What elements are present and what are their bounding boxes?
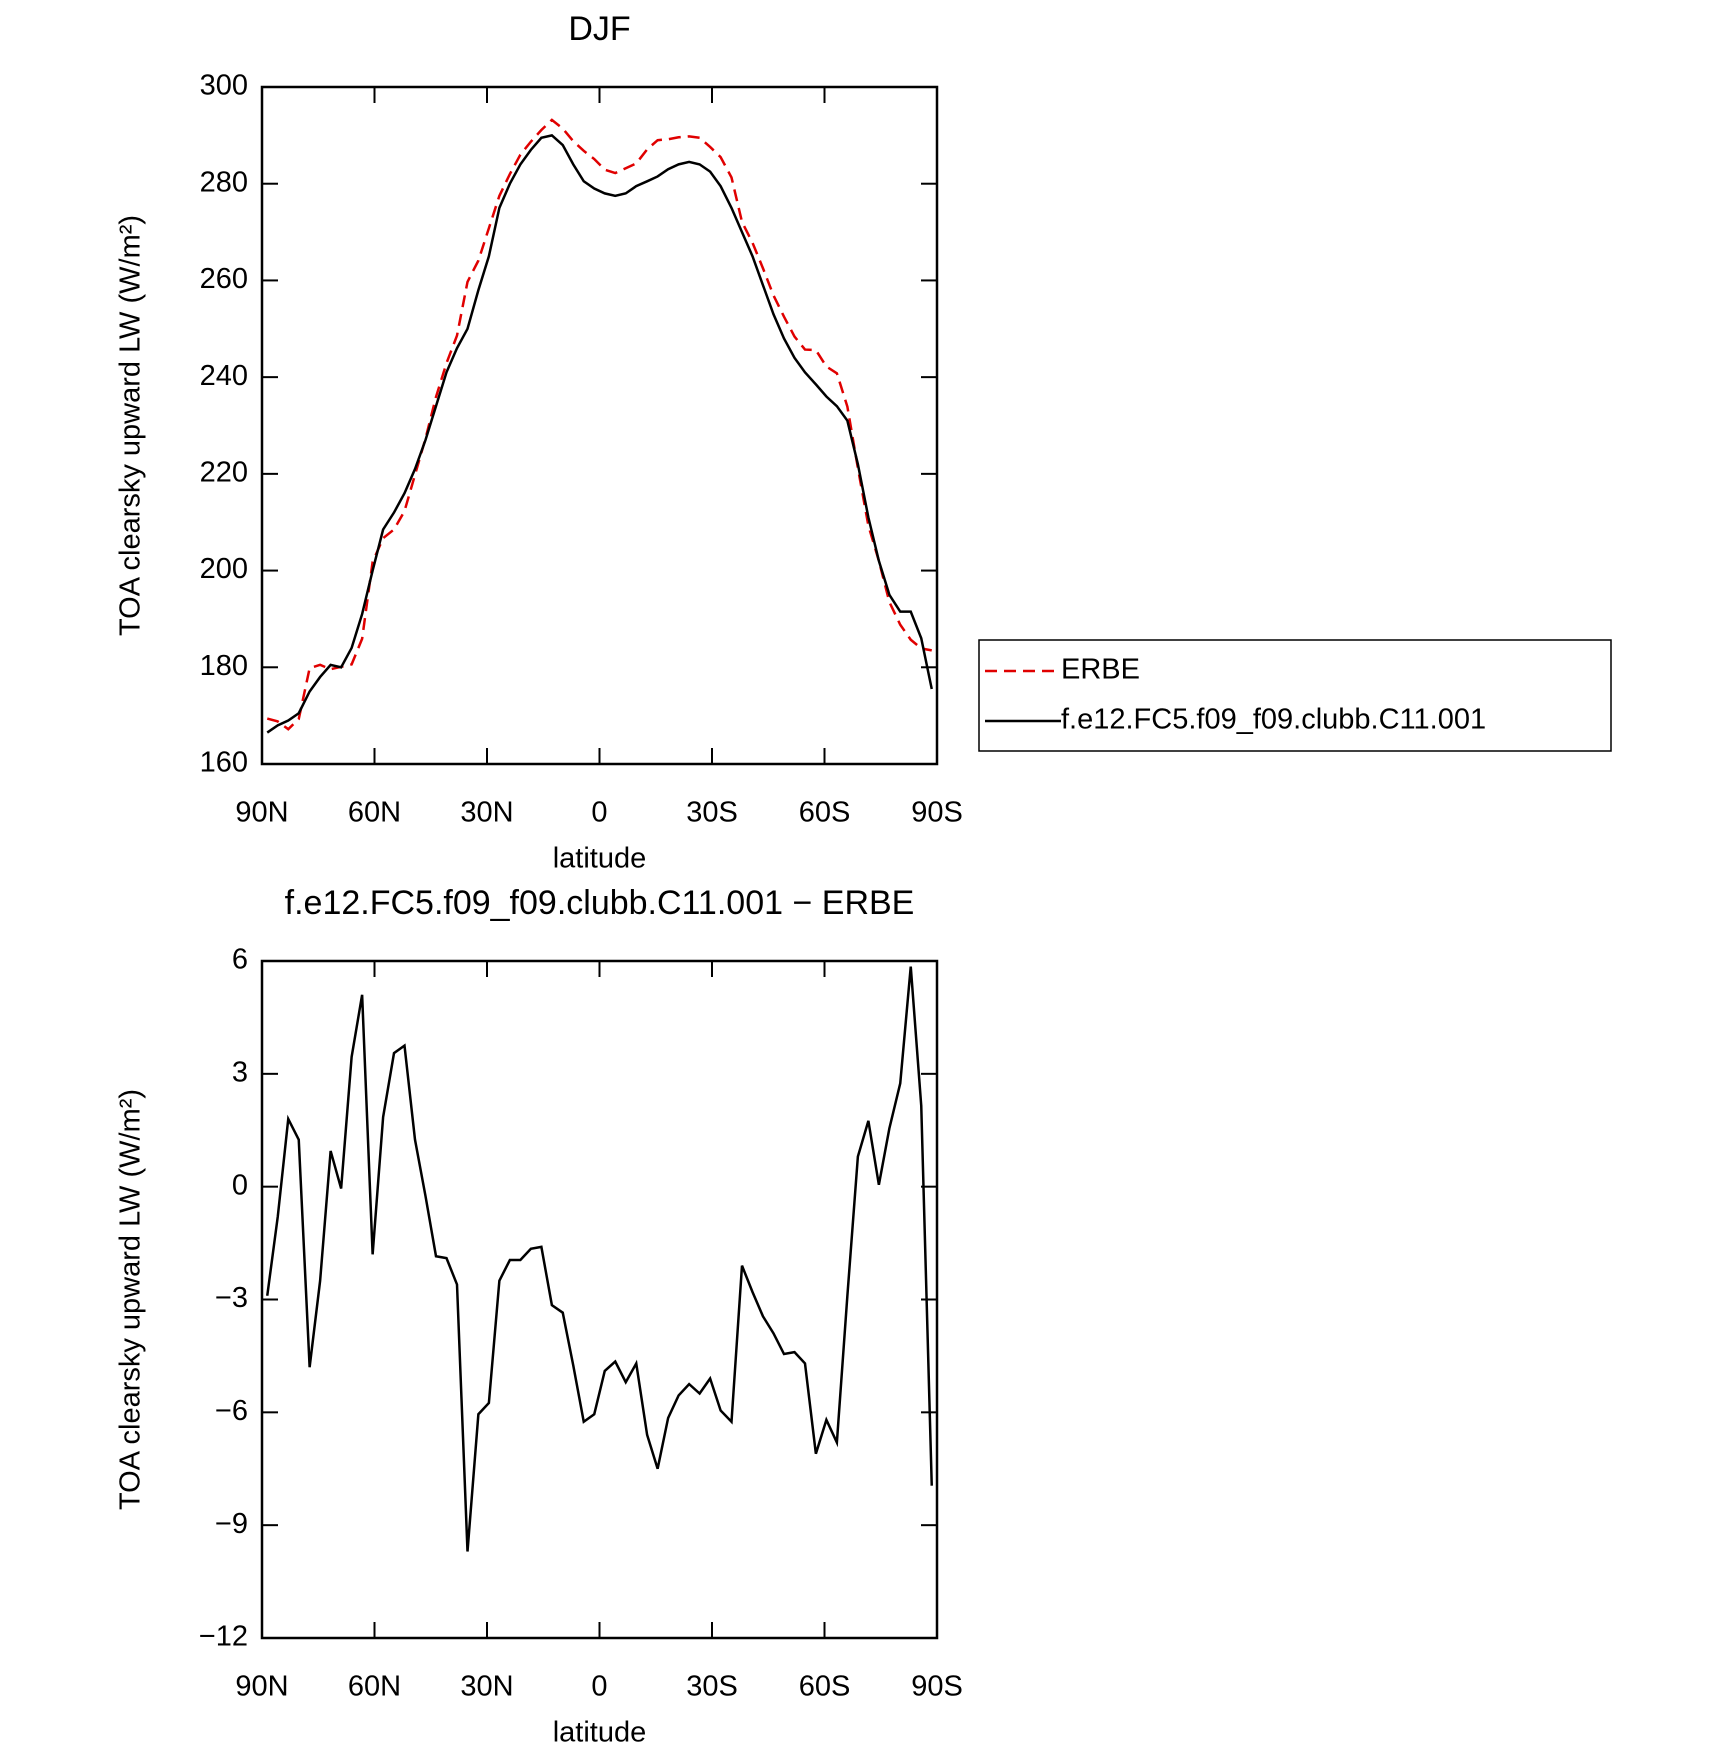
x-tick-label: 90S (911, 797, 963, 829)
x-axis-label: latitude (553, 843, 647, 875)
y-tick-label: 6 (232, 944, 248, 976)
y-tick-label: 160 (200, 747, 248, 779)
x-tick-label: 30S (686, 1671, 738, 1703)
y-tick-label: 260 (200, 263, 248, 295)
legend-label: ERBE (1061, 654, 1140, 686)
x-tick-label: 0 (591, 797, 607, 829)
y-tick-label: 3 (232, 1056, 248, 1088)
y-tick-label: 180 (200, 650, 248, 682)
x-tick-label: 90S (911, 1671, 963, 1703)
y-tick-label: 240 (200, 360, 248, 392)
data-line (266, 118, 932, 731)
y-tick-label: −6 (215, 1395, 248, 1427)
x-tick-label: 90N (235, 797, 288, 829)
x-tick-label: 30N (460, 1671, 513, 1703)
x-tick-label: 30N (460, 797, 513, 829)
x-tick-label: 60N (348, 797, 401, 829)
plot-frame (260, 85, 939, 766)
legend-box (978, 639, 1612, 752)
x-tick-label: 60S (799, 797, 851, 829)
legend-label: f.e12.FC5.f09_f09.clubb.C11.001 (1061, 704, 1486, 736)
chart-title: f.e12.FC5.f09_f09.clubb.C11.001 − ERBE (285, 884, 915, 922)
y-tick-label: −9 (215, 1508, 248, 1540)
data-line (266, 133, 933, 734)
y-tick-label: 300 (200, 70, 248, 102)
y-tick-label: 0 (232, 1169, 248, 1201)
x-tick-label: 60N (348, 1671, 401, 1703)
y-axis-label: TOA clearsky upward LW (W/m²) (115, 215, 147, 636)
y-tick-label: −12 (199, 1621, 248, 1653)
y-tick-label: 220 (200, 457, 248, 489)
data-line (266, 966, 933, 1552)
y-tick-label: −3 (215, 1282, 248, 1314)
x-tick-label: 60S (799, 1671, 851, 1703)
x-axis-label: latitude (553, 1717, 647, 1745)
y-axis-label: TOA clearsky upward LW (W/m²) (115, 1089, 147, 1510)
x-tick-label: 0 (591, 1671, 607, 1703)
plot-frame (260, 959, 939, 1640)
chart-title: DJF (568, 10, 630, 48)
y-tick-label: 200 (200, 553, 248, 585)
x-tick-label: 30S (686, 797, 738, 829)
y-tick-label: 280 (200, 166, 248, 198)
x-tick-label: 90N (235, 1671, 288, 1703)
